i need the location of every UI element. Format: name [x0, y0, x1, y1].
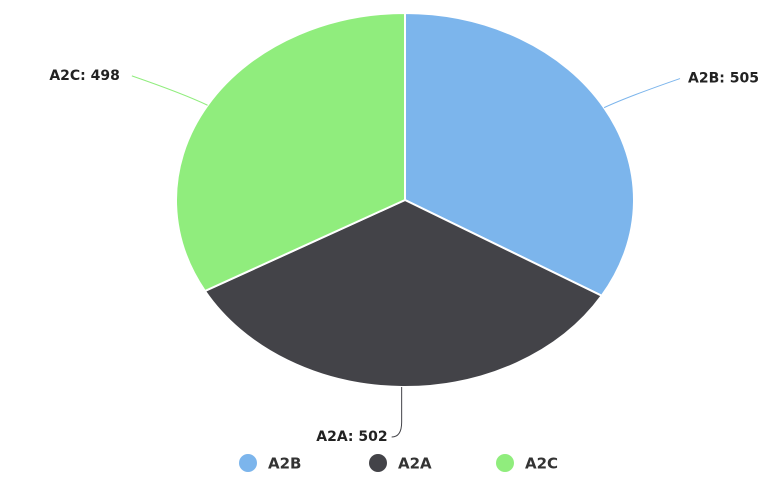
pie-slice [175, 11, 406, 293]
legend-label[interactable]: A2C [525, 455, 558, 473]
leader-line [131, 75, 208, 106]
legend-marker[interactable] [496, 454, 514, 472]
legend-marker[interactable] [239, 454, 257, 472]
leader-line [391, 386, 403, 438]
data-label: A2A: 502 [316, 429, 387, 445]
pie-slice [404, 11, 635, 298]
data-label: A2C: 498 [49, 68, 120, 84]
leader-line [603, 78, 681, 109]
legend-label[interactable]: A2A [398, 455, 432, 473]
legend-marker[interactable] [369, 454, 387, 472]
legend-label[interactable]: A2B [268, 455, 301, 473]
data-label: A2B: 505 [688, 71, 759, 87]
